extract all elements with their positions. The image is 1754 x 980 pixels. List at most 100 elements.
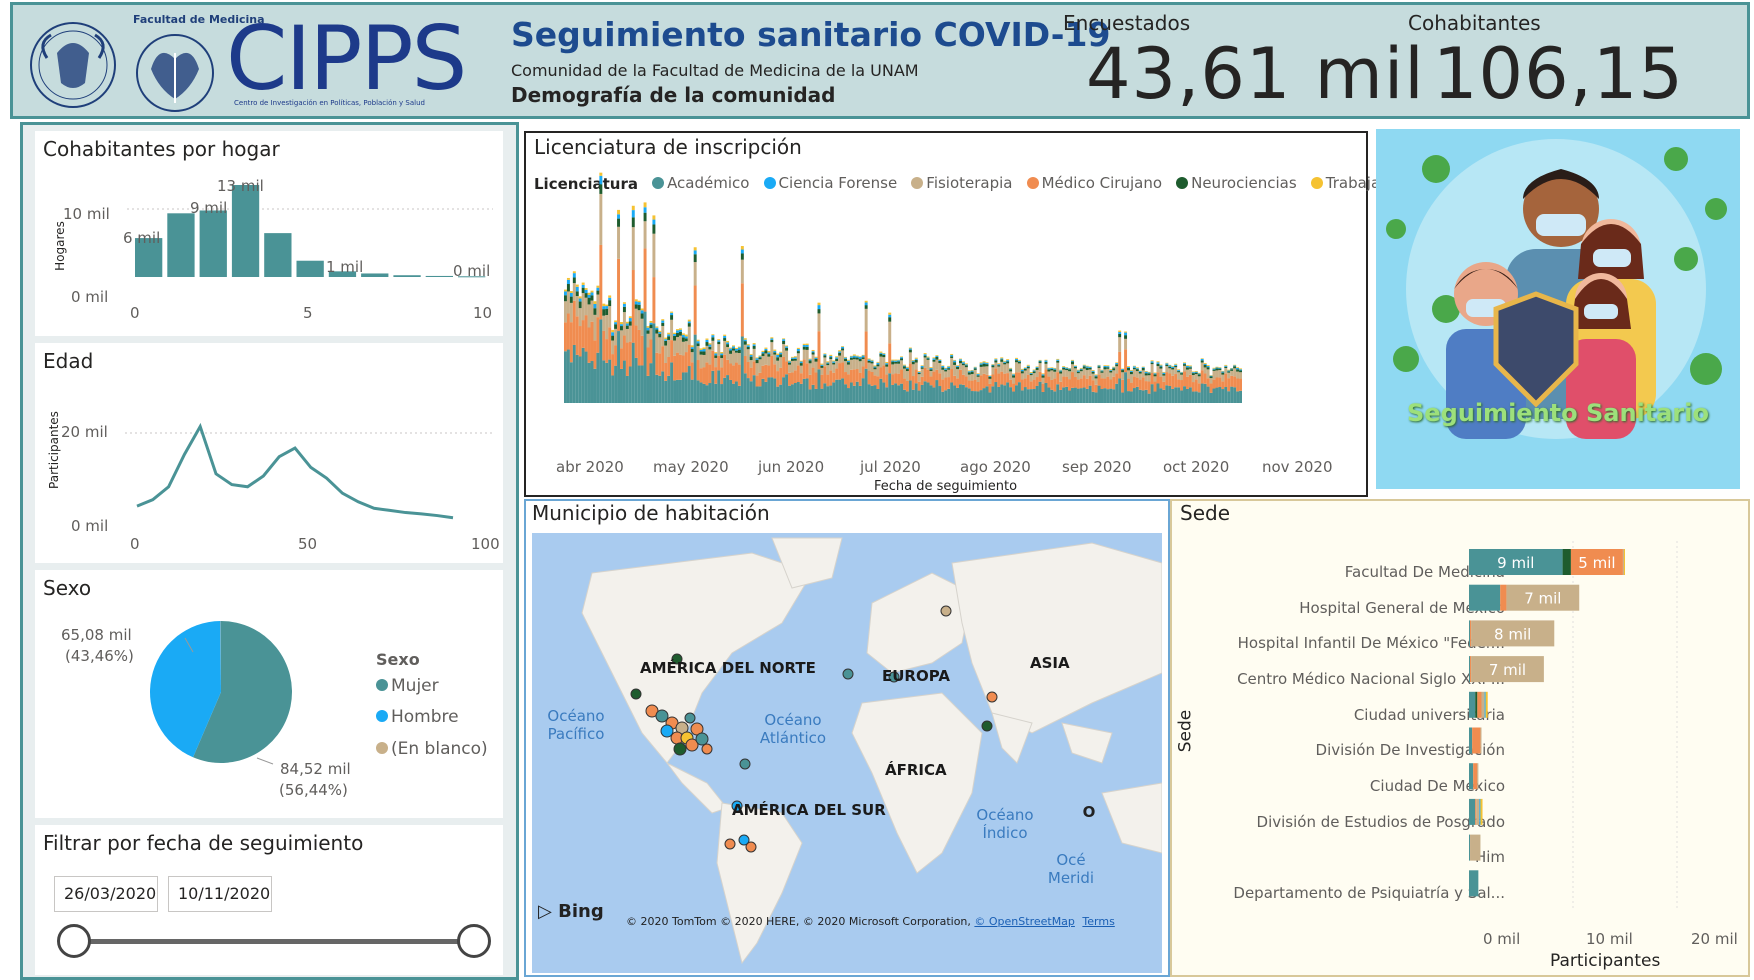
- sede-bar-1-Fisioterapia[interactable]: [1506, 584, 1580, 611]
- sede-bar-0-Médico Cirujano[interactable]: [1570, 549, 1623, 575]
- sede-bar-4-Fisioterapia[interactable]: [1481, 691, 1485, 718]
- legend-medico-cirujano[interactable]: Médico Cirujano: [1026, 174, 1163, 192]
- lic-bar-segment: [785, 374, 789, 403]
- lic-bar-segment: [1118, 378, 1122, 403]
- sede-bar-4-Neurociencias[interactable]: [1475, 691, 1478, 718]
- sede-bar-6-Académico[interactable]: [1469, 763, 1474, 790]
- sede-bar-2-Académico[interactable]: [1469, 620, 1471, 647]
- lic-bar-segment: [953, 385, 957, 403]
- legend-ciencia-forense[interactable]: Ciencia Forense: [763, 174, 897, 192]
- lic-bar-segment: [894, 363, 898, 374]
- lic-bar-segment: [811, 351, 815, 353]
- sede-bar-5-Académico[interactable]: [1469, 727, 1473, 754]
- lic-bar-segment: [1153, 391, 1157, 403]
- sede-bar-4-Ciencia Forense[interactable]: [1484, 691, 1486, 718]
- sede-bar-6-Fisioterapia[interactable]: [1477, 763, 1479, 790]
- sede-bar-6-Médico Cirujano[interactable]: [1473, 763, 1478, 790]
- sexo-slice-1[interactable]: [150, 621, 221, 758]
- sede-bar-1-Académico[interactable]: [1469, 584, 1501, 611]
- sede-bar-7-Fisioterapia[interactable]: [1476, 798, 1480, 825]
- sede-bar-4-Médico Cirujano[interactable]: [1477, 691, 1482, 718]
- sede-bar-9-Académico[interactable]: [1469, 870, 1479, 897]
- sede-bar-0-Académico[interactable]: [1469, 549, 1563, 575]
- sexo-card[interactable]: Sexo 65,08 mil (43,46%) 84,52 mil (56,44…: [35, 570, 503, 818]
- lic-bar-segment: [566, 313, 570, 350]
- lic-bar-segment: [1091, 373, 1095, 381]
- legend-medico-cirujano-label: Médico Cirujano: [1041, 174, 1163, 192]
- lic-bar-segment: [870, 363, 874, 372]
- lic-bar-segment: [808, 358, 812, 360]
- sede-bar-0-Fisioterapia[interactable]: [1622, 549, 1624, 575]
- lic-bar-segment: [575, 296, 579, 317]
- lic-bar-segment: [1200, 362, 1204, 371]
- osm-link[interactable]: © OpenStreetMap: [974, 915, 1075, 928]
- sede-bar-7-Ciencia Forense[interactable]: [1479, 798, 1481, 825]
- date-slider-track[interactable]: [74, 939, 474, 944]
- legend-neurociencias[interactable]: Neurociencias: [1176, 174, 1297, 192]
- terms-link[interactable]: Terms: [1082, 915, 1115, 928]
- lic-bar-segment: [897, 373, 901, 386]
- date-slider-end-handle[interactable]: [457, 924, 491, 958]
- legend-fisioterapia[interactable]: Fisioterapia: [911, 174, 1013, 192]
- sede-bar-1-Médico Cirujano[interactable]: [1500, 584, 1507, 611]
- sede-bar-8-Académico[interactable]: [1469, 834, 1471, 861]
- lic-bar-segment: [658, 337, 662, 354]
- municipio-map-card[interactable]: Municipio de habitación: [524, 499, 1170, 977]
- sexo-legend-hombre[interactable]: Hombre: [376, 707, 459, 727]
- cohabitantes-card[interactable]: Cohabitantes por hogar 10 mil 0 mil Hoga…: [35, 131, 503, 336]
- sede-bar-4-Trabajador[interactable]: [1485, 691, 1488, 718]
- sede-bar-7-Médico Cirujano[interactable]: [1475, 798, 1477, 825]
- date-filter-start-input[interactable]: 26/03/2020: [54, 876, 158, 912]
- cohab-bar-4[interactable]: [264, 233, 292, 277]
- sede-bar-0-Trabajador[interactable]: [1623, 549, 1625, 575]
- sede-bar-5-Médico Cirujano[interactable]: [1472, 727, 1481, 754]
- sede-bar-5-Fisioterapia[interactable]: [1480, 727, 1482, 754]
- sexo-legend-blanco[interactable]: (En blanco): [376, 739, 488, 759]
- sede-bar-4-Académico[interactable]: [1469, 691, 1476, 718]
- cohab-bar-7[interactable]: [361, 273, 389, 277]
- sede-bar-7-Académico[interactable]: [1469, 798, 1476, 825]
- map-label-america-sur: AMÉRICA DEL SUR: [732, 801, 886, 819]
- sede-bar-7-Trabajador[interactable]: [1480, 798, 1483, 825]
- sede-bar-3-Académico[interactable]: [1469, 656, 1471, 683]
- world-map[interactable]: AMÉRICA DEL NORTE EUROPA ASIA ÁFRICA AMÉ…: [532, 533, 1162, 973]
- lic-bar-segment: [1218, 367, 1222, 368]
- date-filter-end-input[interactable]: 10/11/2020: [168, 876, 272, 912]
- licenciatura-card[interactable]: Licenciatura de inscripción Licenciatura…: [524, 131, 1405, 497]
- lic-bar-segment: [935, 355, 939, 357]
- lic-bar-segment: [976, 391, 980, 403]
- edad-line[interactable]: [136, 422, 454, 520]
- lic-bar-segment: [646, 327, 650, 331]
- sede-bar-3-Fisioterapia[interactable]: [1471, 656, 1544, 683]
- lic-bar-segment: [903, 366, 906, 369]
- lic-xtick-abr: abr 2020: [556, 458, 624, 476]
- lic-bar-segment: [994, 359, 998, 361]
- cohab-bar-2[interactable]: [199, 210, 227, 277]
- lic-bar-segment: [1191, 391, 1195, 403]
- sede-bar-3-Médico Cirujano[interactable]: [1470, 656, 1472, 683]
- date-slider-start-handle[interactable]: [57, 924, 91, 958]
- lic-bar-segment: [608, 327, 612, 360]
- sexo-legend-mujer[interactable]: Mujer: [376, 676, 439, 696]
- cohab-bar-9[interactable]: [425, 275, 453, 277]
- legend-academico[interactable]: Académico: [652, 174, 749, 192]
- sexo-slice-0[interactable]: [193, 621, 293, 763]
- cohab-bar-0[interactable]: [135, 238, 163, 277]
- sede-bar-2-Fisioterapia[interactable]: [1471, 620, 1555, 647]
- cohab-bar-6[interactable]: [328, 271, 357, 277]
- cohab-bar-3[interactable]: [231, 185, 260, 277]
- lic-bar-segment: [705, 362, 709, 386]
- cohab-bar-5[interactable]: [296, 260, 324, 277]
- sede-card[interactable]: Sede Sede Facultad De Medicina Hospital …: [1170, 499, 1750, 977]
- lic-bar-segment: [1000, 371, 1004, 385]
- cohab-bar-8[interactable]: [393, 275, 421, 277]
- cohab-bar-10[interactable]: [458, 276, 486, 278]
- lic-bar-segment: [1194, 391, 1198, 403]
- sede-bar-8-Fisioterapia[interactable]: [1470, 834, 1481, 861]
- sede-bar-0-Neurociencias[interactable]: [1562, 549, 1571, 575]
- lic-bar-segment: [664, 380, 668, 403]
- sede-bar-2-Médico Cirujano[interactable]: [1470, 620, 1472, 647]
- edad-card[interactable]: Edad 20 mil 0 mil Participantes 0 50 100: [35, 343, 503, 563]
- cohab-bar-1[interactable]: [167, 213, 195, 277]
- lic-bar-segment: [1236, 378, 1240, 392]
